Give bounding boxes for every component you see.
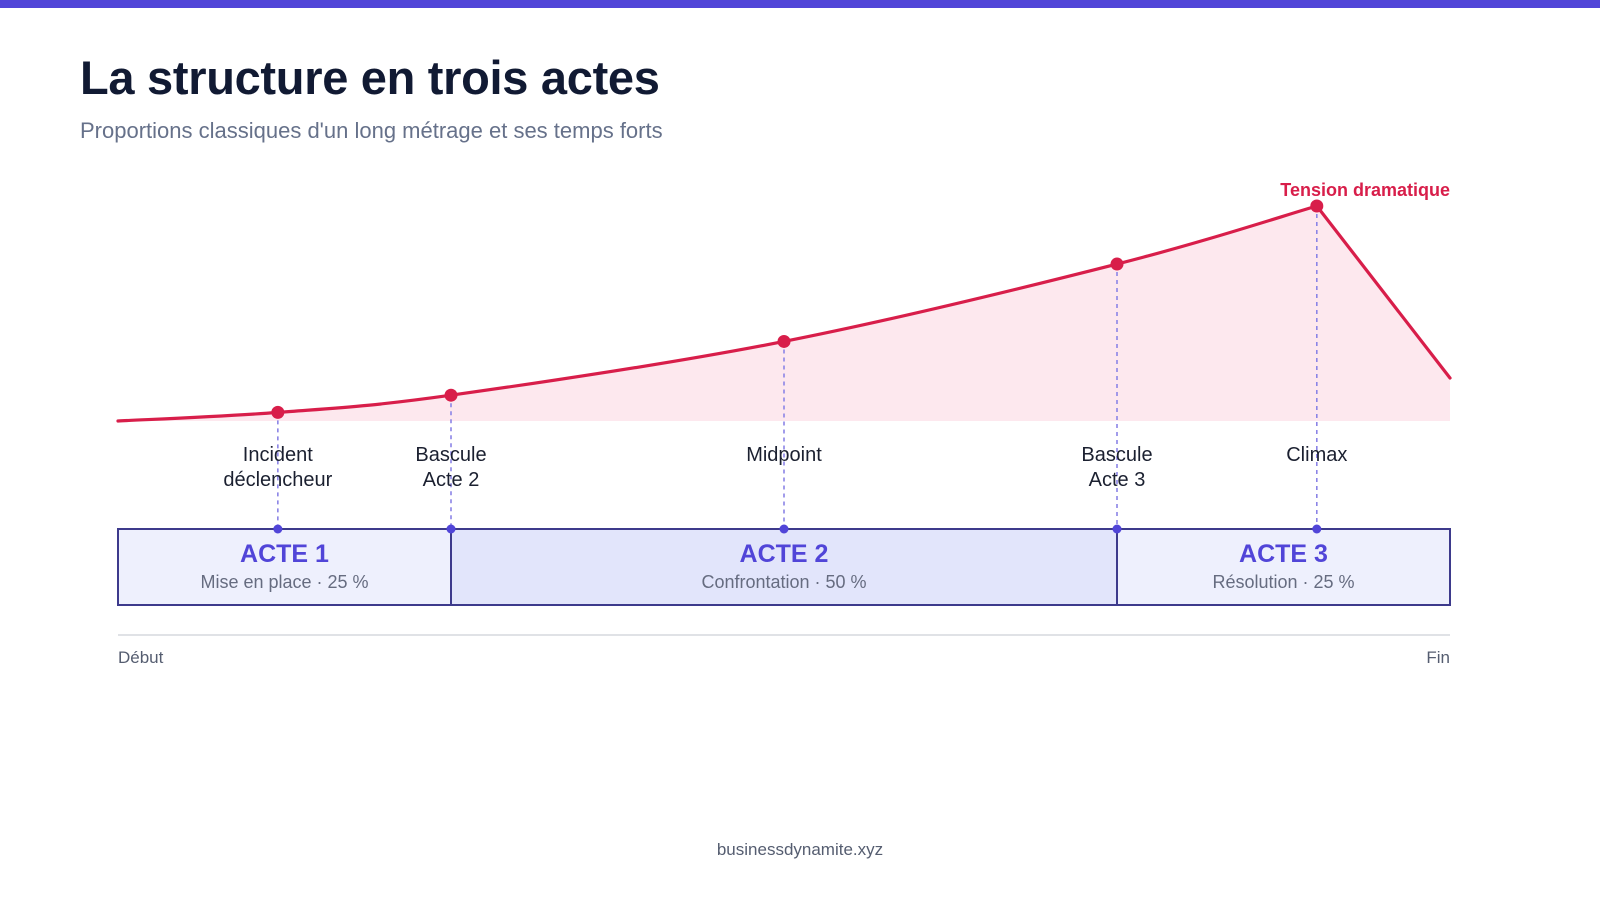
beat-point-bascule-acte-2	[444, 388, 458, 402]
page-subtitle: Proportions classiques d'un long métrage…	[80, 118, 663, 143]
beat-point-incident	[271, 405, 285, 419]
beat-label-line: Bascule	[415, 444, 486, 466]
beat-point-midpoint	[777, 334, 791, 348]
footer-source: businessdynamite.xyz	[716, 840, 884, 859]
axis-end-label: Fin	[1426, 648, 1450, 667]
beat-anchor-bascule-acte-3	[1112, 524, 1122, 534]
beat-point-climax	[1310, 199, 1324, 213]
beat-label-incident: Incident déclencheur	[223, 444, 332, 491]
acte-3-title: ACTE 3	[1239, 540, 1328, 568]
beat-label-midpoint: Midpoint	[746, 444, 822, 466]
beat-label-line: déclencheur	[223, 469, 332, 491]
beat-label-line: Acte 3	[1089, 469, 1146, 491]
acte-2-title: ACTE 2	[740, 540, 829, 568]
acte-1-box	[117, 528, 452, 606]
acte-1-title: ACTE 1	[240, 540, 329, 568]
beat-label-line: Incident	[243, 444, 313, 466]
beat-label-line: Acte 2	[423, 469, 480, 491]
acte-2-description: Confrontation · 50 %	[701, 572, 866, 592]
acts-bar: ACTE 1 Mise en place · 25 % ACTE 2 Confront…	[117, 528, 1451, 606]
beat-label-line: Climax	[1286, 444, 1347, 466]
acte-1-description: Mise en place · 25 %	[200, 572, 368, 592]
series-label: Tension dramatique	[1280, 180, 1450, 200]
beat-label-line: Midpoint	[746, 444, 822, 466]
beat-label-bascule-acte-2: Bascule Acte 2	[415, 444, 486, 491]
beat-anchor-incident	[273, 524, 283, 534]
acte-3-box	[1116, 528, 1451, 606]
beat-label-bascule-acte-3: Bascule Acte 3	[1081, 444, 1152, 491]
top-accent-bar	[0, 0, 1600, 8]
acte-2-box	[450, 528, 1118, 606]
beat-anchor-midpoint	[779, 524, 789, 534]
beat-label-climax: Climax	[1286, 444, 1347, 466]
axis-start-label: Début	[118, 648, 164, 667]
beat-point-bascule-acte-3	[1110, 257, 1124, 271]
tension-area	[118, 206, 1450, 421]
beat-label-line: Bascule	[1081, 444, 1152, 466]
beat-anchor-bascule-acte-2	[446, 524, 456, 534]
page-title: La structure en trois actes	[80, 51, 660, 104]
beat-anchor-climax	[1312, 524, 1322, 534]
beats: Incident déclencheur Bascule Acte 2 Midpoint…	[223, 206, 1347, 534]
acte-3-description: Résolution · 25 %	[1212, 572, 1354, 592]
